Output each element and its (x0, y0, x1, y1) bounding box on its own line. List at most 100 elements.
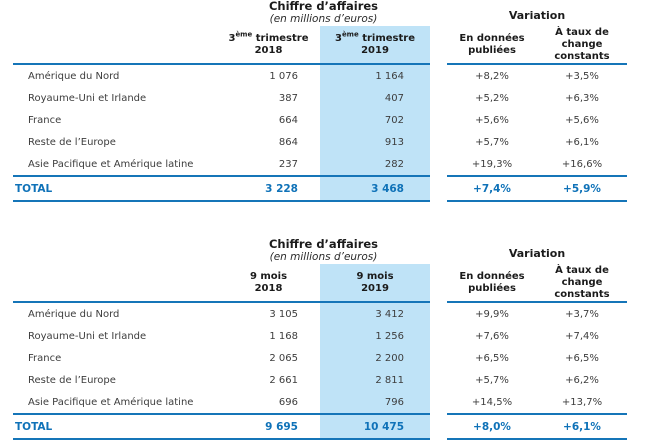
variation-published: +14,5% (471, 396, 513, 408)
column-header-published: En données publiées (447, 264, 537, 303)
region-label: Amérique du Nord (28, 70, 120, 82)
table-title-row: Chiffre d’affaires (en millions d’euros)… (13, 0, 627, 26)
variation-constant-rates: +3,7% (565, 308, 599, 320)
column-gap (430, 131, 447, 153)
region-label: France (28, 114, 62, 126)
total-row: TOTAL 3 228 3 468 +7,4% +5,9% (13, 175, 627, 202)
variation-published: +6,5% (475, 352, 509, 364)
region-label: Royaume-Uni et Irlande (28, 330, 147, 342)
variation-constant-rates: +13,7% (561, 396, 603, 408)
column-gap (430, 414, 447, 439)
column-header-constant-rates: À taux de change constants (537, 264, 627, 303)
value-2019: 913 (320, 131, 430, 153)
revenue-title: Chiffre d’affaires (268, 237, 379, 251)
region-label: Asie Pacifique et Amérique latine (28, 158, 194, 170)
variation-constant-rates: +6,2% (565, 374, 599, 386)
column-header-constant-rates: À taux de change constants (537, 26, 627, 65)
value-2019: 796 (320, 391, 430, 414)
column-gap (430, 64, 447, 87)
table-row: Reste de l’Europe 864 913 +5,7% +6,1% (13, 131, 627, 153)
revenue-title: Chiffre d’affaires (268, 0, 379, 13)
title-row-empty-cell (13, 238, 217, 264)
header-empty-cell (13, 26, 217, 65)
table-row: Reste de l’Europe 2 661 2 811 +5,7% +6,2% (13, 369, 627, 391)
table-row: Amérique du Nord 3 105 3 412 +9,9% +3,7% (13, 302, 627, 325)
region-label: France (28, 352, 62, 364)
revenue-title-cell: Chiffre d’affaires (en millions d’euros) (217, 238, 430, 264)
variation-title: Variation (508, 9, 566, 22)
header-gap (430, 26, 447, 64)
value-2019: 10 475 (320, 413, 430, 440)
value-2019: 407 (320, 87, 430, 109)
table-body: Amérique du Nord 3 105 3 412 +9,9% +3,7% Roya… (13, 302, 627, 440)
variation-published: +5,2% (475, 92, 509, 104)
header-empty-cell (13, 264, 217, 303)
table-row: Royaume-Uni et Irlande 1 168 1 256 +7,6% +7,… (13, 325, 627, 347)
value-2018: 2 661 (269, 374, 298, 386)
table-row: Royaume-Uni et Irlande 387 407 +5,2% +6,3% (13, 87, 627, 109)
column-gap (430, 302, 447, 325)
value-2019: 1 164 (320, 64, 430, 87)
variation-published: +19,3% (471, 158, 513, 170)
region-label: Reste de l’Europe (28, 374, 116, 386)
variation-published: +5,6% (475, 114, 509, 126)
revenue-title-cell: Chiffre d’affaires (en millions d’euros) (217, 0, 430, 26)
column-header-row: 3ème trimestre 2018 3ème trimestre 2019 En… (13, 26, 627, 65)
table-row: Amérique du Nord 1 076 1 164 +8,2% +3,5% (13, 64, 627, 87)
title-row-gap (430, 238, 447, 264)
value-2018: 864 (278, 136, 298, 148)
value-2018: 696 (278, 396, 298, 408)
variation-published: +9,9% (475, 308, 509, 320)
header-gap (430, 264, 447, 302)
title-row-empty-cell (13, 0, 217, 26)
variation-constant-rates: +6,1% (537, 413, 627, 440)
table-row: France 2 065 2 200 +6,5% +6,5% (13, 347, 627, 369)
variation-published: +7,4% (447, 175, 537, 202)
table-row: Asie Pacifique et Amérique latine 696 796 +… (13, 391, 627, 414)
table-title-row: Chiffre d’affaires (en millions d’euros)… (13, 238, 627, 264)
column-gap (430, 87, 447, 109)
variation-published: +5,7% (475, 136, 509, 148)
value-2019: 3 468 (320, 175, 430, 202)
column-gap (430, 369, 447, 391)
value-2018: 1 168 (269, 330, 298, 342)
region-label: Amérique du Nord (28, 308, 120, 320)
column-header-period-2019: 9 mois 2019 (320, 264, 430, 303)
total-label: TOTAL (13, 175, 217, 202)
column-header-period-2018: 3ème trimestre 2018 (217, 26, 320, 65)
value-2019: 2 200 (320, 347, 430, 369)
value-2018: 3 228 (217, 175, 320, 202)
value-2018: 664 (278, 114, 298, 126)
table-row: Asie Pacifique et Amérique latine 237 282 +… (13, 153, 627, 176)
variation-constant-rates: +5,9% (537, 175, 627, 202)
region-label: Royaume-Uni et Irlande (28, 92, 147, 104)
variation-constant-rates: +5,6% (565, 114, 599, 126)
variation-constant-rates: +6,1% (565, 136, 599, 148)
total-label: TOTAL (13, 413, 217, 440)
value-2018: 3 105 (269, 308, 298, 320)
variation-constant-rates: +7,4% (565, 330, 599, 342)
revenue-table-nine-months: Chiffre d’affaires (en millions d’euros)… (13, 238, 627, 440)
value-2018: 9 695 (217, 413, 320, 440)
column-gap (430, 153, 447, 176)
column-gap (430, 325, 447, 347)
variation-published: +7,6% (475, 330, 509, 342)
total-row: TOTAL 9 695 10 475 +8,0% +6,1% (13, 413, 627, 440)
table-row: France 664 702 +5,6% +5,6% (13, 109, 627, 131)
value-2018: 237 (278, 158, 298, 170)
column-gap (430, 109, 447, 131)
title-row-gap (430, 0, 447, 26)
column-header-row: 9 mois 2018 9 mois 2019 En données publiées… (13, 264, 627, 303)
column-gap (430, 176, 447, 201)
revenue-subtitle: (en millions d’euros) (269, 13, 378, 25)
variation-title: Variation (508, 247, 566, 260)
column-header-period-2018: 9 mois 2018 (217, 264, 320, 303)
region-label: Reste de l’Europe (28, 136, 116, 148)
value-2019: 3 412 (320, 302, 430, 325)
value-2019: 702 (320, 109, 430, 131)
variation-published: +5,7% (475, 374, 509, 386)
column-gap (430, 391, 447, 414)
variation-constant-rates: +6,3% (565, 92, 599, 104)
value-2018: 1 076 (269, 70, 298, 82)
column-header-published: En données publiées (447, 26, 537, 65)
